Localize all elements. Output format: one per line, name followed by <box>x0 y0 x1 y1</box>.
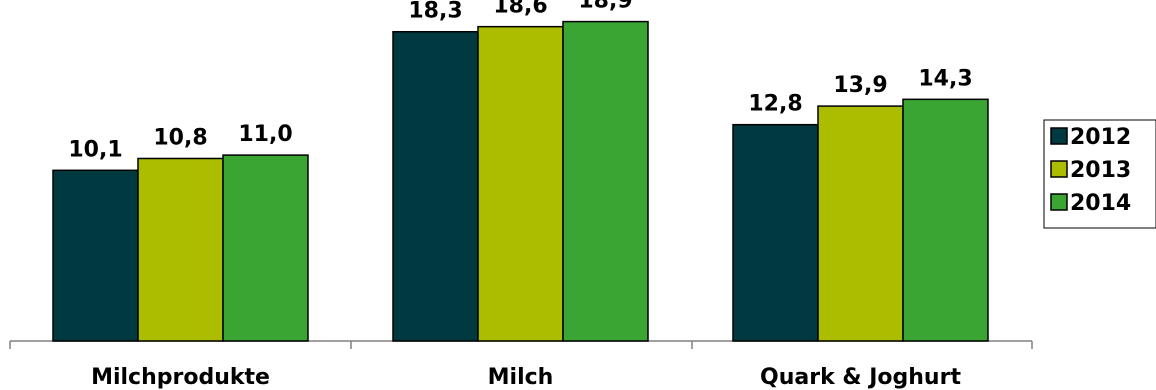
value-label-milch-2014: 18,9 <box>578 0 632 14</box>
value-label-milchprodukte-2014: 11,0 <box>238 122 292 147</box>
bar-milch-2014 <box>562 20 649 342</box>
value-label-quark-joghurt-2014: 14,3 <box>918 66 972 91</box>
legend: 2012 2013 2014 <box>1043 119 1156 229</box>
bars <box>52 20 989 342</box>
category-label-quark-joghurt: Quark & Joghurt <box>760 365 961 390</box>
legend-swatch-2014 <box>1050 193 1068 211</box>
value-label-milch-2013: 18,6 <box>493 0 547 19</box>
legend-label-2013: 2013 <box>1070 158 1131 183</box>
legend-swatch-2012 <box>1050 127 1068 145</box>
bar-quark-joghurt-2012 <box>732 123 819 342</box>
bar-milchprodukte-2014 <box>222 154 309 342</box>
legend-label-2014: 2014 <box>1070 191 1131 216</box>
category-label-milchprodukte: Milchprodukte <box>91 365 270 390</box>
category-label-milch: Milch <box>488 365 554 390</box>
value-label-quark-joghurt-2013: 13,9 <box>833 73 887 98</box>
bar-milch-2012 <box>392 30 479 342</box>
legend-label-2012: 2012 <box>1070 125 1131 150</box>
bar-quark-joghurt-2013 <box>817 105 904 342</box>
legend-swatch-2013 <box>1050 160 1068 178</box>
value-label-milchprodukte-2012: 10,1 <box>68 137 122 162</box>
value-labels: 10,1 10,8 11,0 18,3 18,6 18,9 12,8 13,9 14,3 <box>68 0 972 162</box>
value-label-milch-2012: 18,3 <box>408 0 462 24</box>
category-labels: Milchprodukte Milch Quark & Joghurt <box>91 365 961 390</box>
bar-milch-2013 <box>477 25 564 342</box>
x-axis-ticks <box>9 341 1033 349</box>
value-label-milchprodukte-2013: 10,8 <box>153 125 207 150</box>
bar-milchprodukte-2013 <box>137 157 224 342</box>
value-label-quark-joghurt-2012: 12,8 <box>748 92 802 117</box>
bar-milchprodukte-2012 <box>52 169 139 342</box>
bar-quark-joghurt-2014 <box>902 98 989 342</box>
